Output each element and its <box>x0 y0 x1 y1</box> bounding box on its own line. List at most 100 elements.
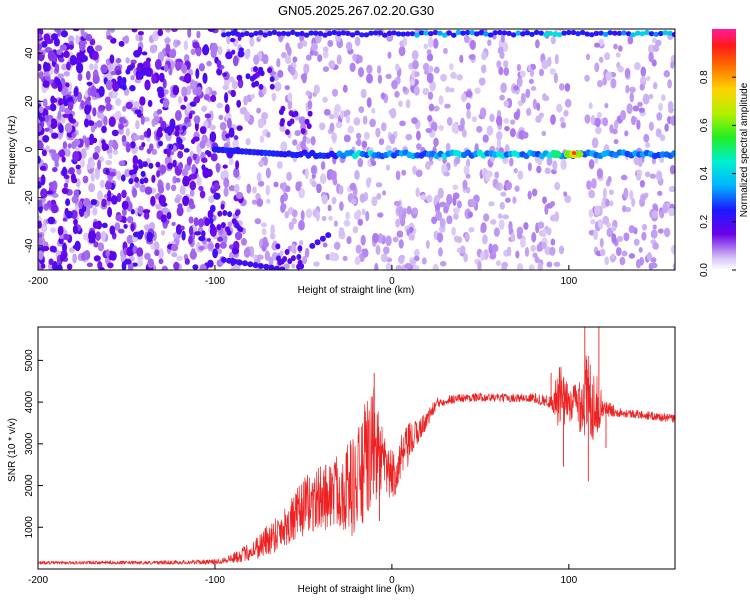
spectrogram-cell <box>222 73 227 77</box>
spectrogram-cell <box>57 73 64 78</box>
spectrogram-cell <box>63 141 67 149</box>
spectrogram-cell <box>591 178 597 189</box>
spectrogram-cell <box>130 141 136 148</box>
spectrogram-cell <box>413 265 419 272</box>
spectrogram-cell <box>110 251 117 261</box>
spectrogram-cell <box>83 198 90 207</box>
spectrogram-cell <box>515 30 521 35</box>
spectrogram-cell <box>59 149 64 157</box>
spectrogram-cell <box>506 181 512 190</box>
spectrogram-cell <box>594 205 600 215</box>
spectrogram-cell <box>146 232 152 243</box>
spectrogram-cell <box>89 239 96 244</box>
spectrogram-cell <box>235 160 239 169</box>
spectrogram-cell <box>176 256 183 261</box>
spectrogram-cell <box>137 159 142 165</box>
spectrogram-cell <box>669 186 676 192</box>
spectrogram-cell <box>143 177 148 183</box>
spectrogram-cell <box>189 203 195 209</box>
spectrogram-cell <box>500 82 507 93</box>
spectrogram-cell <box>387 52 391 59</box>
spectrogram-cell <box>156 170 160 178</box>
spectrogram-cell <box>221 204 225 210</box>
spectrogram-cell <box>539 69 544 77</box>
spectrogram-cell <box>92 51 99 61</box>
spectrogram-cell <box>101 198 107 207</box>
spectrogram-cell <box>399 239 404 249</box>
spectrogram-cell <box>445 86 450 92</box>
spectrogram-cell <box>48 50 56 61</box>
spectrogram-cell <box>96 231 101 241</box>
spectrogram-cell <box>643 94 650 105</box>
spectrogram-cell <box>345 212 350 220</box>
spectrogram-cell <box>469 54 476 60</box>
spectrogram-cell <box>57 264 63 273</box>
spectrogram-cell <box>73 225 78 234</box>
spectrogram-cell <box>119 117 126 124</box>
spectrogram-cell <box>503 60 508 67</box>
spectrogram-cell <box>671 150 677 156</box>
spectrogram-cell <box>323 66 329 72</box>
spectrogram-cell <box>174 197 180 203</box>
spectrogram-cell <box>670 116 677 126</box>
spectrogram-cell <box>108 140 113 147</box>
colorbar-tick-label: 0.2 <box>699 214 710 228</box>
spectrogram-cell <box>531 86 537 91</box>
snr-x-tick-label: -200 <box>28 575 48 586</box>
spectrogram-cell <box>375 128 380 138</box>
colorbar-tick-label: 0.8 <box>699 70 710 84</box>
spectrogram-cell <box>51 132 58 138</box>
spectrogram-cell <box>551 36 556 44</box>
spectrogram-cell <box>381 253 388 262</box>
spectrogram-cell <box>321 161 326 170</box>
spectrogram-cell <box>167 212 172 220</box>
spectrogram-cell <box>292 139 297 145</box>
spectrogram-cell <box>181 86 187 97</box>
spectrogram-cell <box>443 171 449 176</box>
spectrogram-cell <box>453 213 459 220</box>
spectrogram-cell <box>68 45 74 50</box>
spectrogram-cell <box>231 50 235 55</box>
spectrogram-cell <box>416 131 421 141</box>
spectrogram-cell <box>239 47 244 52</box>
spectrogram-cell <box>175 126 180 132</box>
spectrogram-cell <box>496 131 503 140</box>
spectrogram-cell <box>521 93 526 104</box>
spectrogram-cell <box>385 235 391 246</box>
spectrogram-cell <box>65 149 71 157</box>
spectrogram-cell <box>412 207 418 214</box>
spectrogram-cell <box>189 216 194 223</box>
spectrogram-cell <box>260 135 264 143</box>
spectrogram-cell <box>107 190 111 199</box>
spectrogram-cell <box>501 262 508 268</box>
spectrogram-cell <box>97 159 101 169</box>
spectrogram-cell <box>279 266 285 272</box>
spectrogram-cell <box>440 74 447 82</box>
spectrogram-cell <box>159 164 166 174</box>
spectrogram-cell <box>356 244 362 253</box>
snr-y-tick-label: 4000 <box>24 391 35 414</box>
spectrogram-cell <box>528 191 532 200</box>
spectrogram-cell <box>339 201 344 211</box>
spectrogram-cell <box>589 209 594 218</box>
spectrogram-cell <box>438 125 444 131</box>
spectrogram-cell <box>361 141 367 148</box>
spectrogram-cell <box>95 45 102 51</box>
spectrogram-cell <box>173 262 179 270</box>
spectrogram-cell <box>594 43 600 48</box>
spectrogram-cell <box>200 126 207 134</box>
spectrogram-cell <box>266 168 271 179</box>
spectrogram-cell <box>306 54 312 60</box>
spectrogram-cell <box>466 174 471 179</box>
spectrogram-cell <box>58 58 64 63</box>
spectrogram-cell <box>267 67 272 73</box>
spectrogram-cell <box>55 63 60 72</box>
colorbar-tick-label: 0.6 <box>699 118 710 132</box>
spectrogram-cell <box>143 161 148 167</box>
spectrogram-cell <box>52 167 58 172</box>
spectrogram-cell <box>119 41 125 47</box>
spectrogram-cell <box>515 251 519 259</box>
spectrogram-cell <box>395 219 400 228</box>
spectrogram-cell <box>139 35 143 41</box>
spectrogram-cell <box>496 115 502 125</box>
